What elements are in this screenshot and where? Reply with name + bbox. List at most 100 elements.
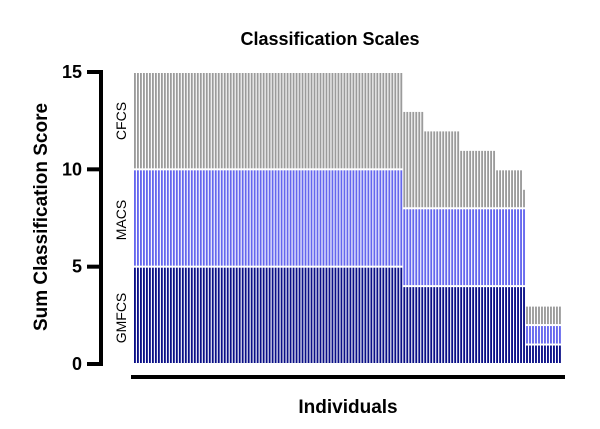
bar-macs-9 [157,170,160,266]
bar-cfcs-3 [139,73,142,169]
bar-macs-50 [280,170,283,266]
band-label-cfcs: CFCS [113,102,129,140]
bar-macs-80 [370,170,373,266]
bar-cfcs-39 [247,73,250,169]
bar-cfcs-93 [409,111,412,208]
bar-cfcs-29 [217,73,220,169]
bar-cfcs-125 [505,170,507,208]
bar-macs-141 [553,326,555,344]
bar-cfcs-142 [556,306,558,325]
y-axis: 0 5 10 15 [62,62,103,374]
bar-cfcs-30 [220,73,223,169]
bar-cfcs-97 [421,111,424,208]
bar-cfcs-122 [496,170,499,208]
bar-macs-122 [496,209,499,286]
bar-macs-126 [508,209,510,286]
bar-macs-57 [301,170,304,266]
bar-gmfcs-41 [253,267,256,363]
bar-macs-56 [298,170,301,266]
y-axis-line [99,70,103,366]
bar-cfcs-60 [310,73,313,169]
bar-macs-133 [529,326,531,344]
bar-cfcs-71 [343,73,346,169]
bar-macs-59 [307,170,310,266]
bar-gmfcs-34 [232,267,235,363]
bar-gmfcs-122 [496,287,499,363]
bar-macs-134 [532,326,534,344]
x-axis-line [131,375,565,379]
bar-cfcs-38 [244,73,247,169]
bar-gmfcs-46 [268,267,271,363]
bar-macs-28 [214,170,217,266]
bar-cfcs-33 [229,73,232,169]
bar-cfcs-133 [529,306,531,325]
bar-cfcs-26 [208,73,211,169]
bar-macs-77 [361,170,364,266]
bar-gmfcs-134 [532,345,534,363]
bar-cfcs-77 [361,73,364,169]
bar-macs-41 [253,170,256,266]
bar-gmfcs-72 [346,267,349,363]
bar-macs-52 [286,170,289,266]
y-tick-5 [87,264,101,269]
bar-macs-136 [538,326,540,344]
bar-cfcs-76 [358,73,361,169]
bar-cfcs-64 [322,73,325,169]
bar-cfcs-86 [388,73,391,169]
bar-gmfcs-43 [259,267,262,363]
bar-macs-27 [211,170,214,266]
bar-macs-129 [517,209,519,286]
bars-group [134,73,561,363]
bar-cfcs-134 [532,306,534,325]
bar-cfcs-37 [241,73,244,169]
bar-gmfcs-29 [217,267,220,363]
bar-cfcs-54 [292,73,295,169]
bar-gmfcs-120 [490,287,493,363]
bar-gmfcs-131 [523,287,525,363]
bar-macs-143 [559,326,561,344]
bar-macs-100 [430,209,433,286]
bar-macs-124 [502,209,504,286]
bar-gmfcs-90 [400,267,403,363]
bar-macs-96 [418,209,421,286]
bar-gmfcs-101 [433,287,436,363]
bar-macs-91 [403,209,406,286]
bar-cfcs-49 [277,73,280,169]
bar-macs-92 [406,209,409,286]
bar-macs-75 [355,170,358,266]
bar-macs-109 [457,209,460,286]
y-tick-0 [87,362,101,366]
bar-gmfcs-106 [448,287,451,363]
bar-gmfcs-45 [265,267,268,363]
bar-macs-31 [223,170,226,266]
bar-gmfcs-143 [559,345,561,363]
bar-gmfcs-31 [223,267,226,363]
bar-gmfcs-73 [349,267,352,363]
bar-gmfcs-21 [193,267,196,363]
bar-cfcs-141 [553,306,555,325]
bar-cfcs-19 [187,73,190,169]
bar-macs-58 [304,170,307,266]
bar-macs-121 [493,209,496,286]
bar-gmfcs-74 [352,267,355,363]
bar-cfcs-83 [379,73,382,169]
bar-cfcs-59 [307,73,310,169]
bar-gmfcs-132 [526,345,528,363]
bar-gmfcs-98 [424,287,427,363]
bar-gmfcs-104 [442,287,445,363]
bar-gmfcs-18 [184,267,187,363]
bar-macs-43 [259,170,262,266]
bar-gmfcs-35 [235,267,238,363]
bar-gmfcs-126 [508,287,510,363]
bar-cfcs-92 [406,111,409,208]
bar-macs-68 [334,170,337,266]
bar-cfcs-22 [196,73,199,169]
bar-cfcs-120 [490,150,493,208]
bar-gmfcs-37 [241,267,244,363]
bar-cfcs-107 [451,131,454,208]
bar-macs-138 [544,326,546,344]
bar-cfcs-99 [427,131,430,208]
bar-gmfcs-71 [343,267,346,363]
bar-cfcs-25 [205,73,208,169]
bar-macs-2 [136,170,139,266]
